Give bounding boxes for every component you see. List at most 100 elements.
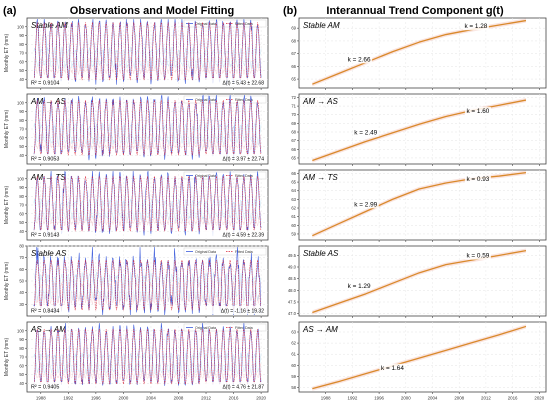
left-3-delta-bg	[200, 306, 266, 314]
right-4-xtick-label: 2020	[534, 396, 544, 401]
right-3-ytick-label: 47.0	[288, 311, 297, 316]
left-0-r2-bg	[29, 78, 65, 86]
left-3-legend-original-label: Original Data	[195, 250, 216, 254]
left-4-ytick-label: 50	[19, 372, 24, 377]
right-4-xtick-label: 2004	[428, 396, 438, 401]
right-4-k-label-0: k = 1.64	[381, 365, 404, 372]
right-1-label: AM → AS	[302, 97, 338, 106]
left-2-original-series	[33, 170, 262, 237]
left-3-fitted-series	[33, 259, 262, 311]
left-1-panel: 40 50 60 70 80 90 100 AM → AS Original Data Fitte…	[4, 93, 269, 166]
left-0-ytick-label: 40	[19, 77, 24, 82]
left-4-xtick-label: 2020	[256, 396, 266, 401]
left-4-xtick-label: 2016	[229, 396, 239, 401]
right-0-k-bg	[346, 55, 373, 64]
right-4-ytick-label: 58	[291, 385, 296, 390]
left-0-panel: 40 50 60 70 80 90 100 Stable AM Original Data Fit…	[4, 17, 269, 90]
right-3-ytick-label: 48.0	[288, 288, 297, 293]
left-0-ytick-label: 60	[19, 59, 24, 64]
right-0-ytick-label: 68	[291, 38, 296, 43]
right-4-xtick-label: 2000	[401, 396, 411, 401]
left-4-xtick-label: 2000	[119, 396, 129, 401]
right-3-ytick-label: 49.0	[288, 265, 297, 270]
left-2-fitted-series	[33, 176, 262, 232]
left-4-ytick-label: 100	[17, 328, 25, 333]
left-4-xtick-label: 1996	[91, 396, 101, 401]
right-1-panel: 65 66 67 68 69 70 71 72 AM → AS k = 2.49 k = 1.60	[291, 93, 547, 166]
left-3-ytick-label: 50	[19, 279, 24, 284]
right-panel-letter: (b)	[283, 5, 297, 17]
left-3-ytick-label: 60	[19, 267, 24, 272]
right-panel-title: Interannual Trend Component g(t)	[326, 5, 504, 17]
left-4-legend: Original Data Fitted Data	[183, 323, 267, 332]
right-3-ytick-label: 47.5	[288, 300, 297, 305]
left-4-panel: 40 50 60 70 80 90 100 1988 1992 1996 2000 2004 2008 2…	[4, 321, 269, 401]
right-3-ytick-label: 49.5	[288, 253, 297, 258]
left-2-delta-bg	[200, 230, 266, 238]
left-4-component-line	[33, 362, 262, 381]
left-0-legend-box	[183, 19, 267, 28]
right-4-ytick-label: 60	[291, 363, 296, 368]
left-2-ylabel: Monthly ET (mm)	[4, 186, 10, 225]
left-4-ylabel: Monthly ET (mm)	[4, 338, 10, 377]
right-2-ytick-label: 59	[291, 231, 296, 236]
left-4-r2-text: R² = 0.9405	[31, 385, 59, 391]
right-4-xtick-label: 1988	[321, 396, 331, 401]
left-0-ytick-label: 90	[19, 33, 24, 38]
left-2-legend-box	[183, 171, 267, 180]
left-panel-letter: (a)	[3, 5, 17, 17]
left-1-ytick-label: 90	[19, 109, 24, 114]
left-4-xtick-label: 1988	[36, 396, 46, 401]
left-2-ytick-label: 40	[19, 229, 24, 234]
right-4-ytick-label: 61	[291, 352, 296, 357]
right-1-ytick-label: 72	[291, 95, 296, 100]
right-2-ytick-label: 63	[291, 197, 296, 202]
right-3-label: Stable AS	[303, 249, 339, 258]
left-2-ytick-label: 90	[19, 185, 24, 190]
left-0-component-line	[33, 56, 262, 76]
right-2-ytick-label: 66	[291, 171, 296, 176]
left-2-residual-line	[33, 198, 262, 222]
left-3-ytick-label: 80	[19, 244, 24, 249]
left-0-original-series	[33, 18, 262, 85]
left-3-ytick-label: 30	[19, 302, 24, 307]
left-2-legend-original-label: Original Data	[195, 174, 216, 178]
right-2-frame	[298, 169, 547, 241]
right-2-ytick-label: 60	[291, 223, 296, 228]
right-2-ytick-label: 62	[291, 206, 296, 211]
right-1-ytick-label: 67	[291, 138, 296, 143]
left-2-delta-text: Δ(t) = 4.59 ± 22.39	[222, 233, 264, 239]
right-4-ytick-label: 62	[291, 341, 296, 346]
right-4-xtick-label: 2012	[481, 396, 491, 401]
left-1-delta-bg	[200, 154, 266, 162]
right-4-xtick-label: 1992	[348, 396, 358, 401]
left-4-ytick-label: 80	[19, 346, 24, 351]
left-2-label: AM → TS	[30, 173, 66, 182]
left-1-legend-box	[183, 95, 267, 104]
right-1-ytick-label: 70	[291, 112, 296, 117]
left-1-label: AM → AS	[30, 97, 66, 106]
left-1-r2-text: R² = 0.9053	[31, 157, 59, 163]
right-1-k-bg	[464, 107, 491, 116]
left-4-fitted-series	[33, 328, 262, 385]
left-1-ytick-label: 80	[19, 118, 24, 123]
right-0-frame	[298, 17, 547, 89]
right-3-panel: 47.0 47.5 48.0 48.5 49.0 49.5 Stable AS k = 1.2…	[288, 245, 547, 318]
left-4-legend-box	[183, 323, 267, 332]
right-0-panel: 65 66 67 68 69 Stable AM k = 2.66 k = 1.28	[291, 17, 547, 90]
left-1-residual-line	[33, 122, 262, 146]
right-1-k-label-0: k = 2.49	[354, 130, 377, 137]
right-0-ytick-label: 67	[291, 51, 296, 56]
left-2-ytick-label: 80	[19, 194, 24, 199]
left-4-xtick-label: 2008	[174, 396, 184, 401]
right-3-k-bg	[464, 251, 491, 260]
right-1-ytick-label: 69	[291, 121, 296, 126]
left-2-r2-text: R² = 0.9143	[31, 233, 59, 239]
left-1-delta-text: Δ(t) = 3.97 ± 22.74	[222, 157, 264, 163]
left-2-ytick-label: 100	[17, 176, 25, 181]
left-3-ylabel: Monthly ET (mm)	[4, 262, 10, 301]
left-3-original-series	[33, 246, 262, 316]
right-4-xtick-label: 1996	[374, 396, 384, 401]
left-4-delta-text: Δ(t) = 4.76 ± 21.87	[222, 385, 264, 391]
